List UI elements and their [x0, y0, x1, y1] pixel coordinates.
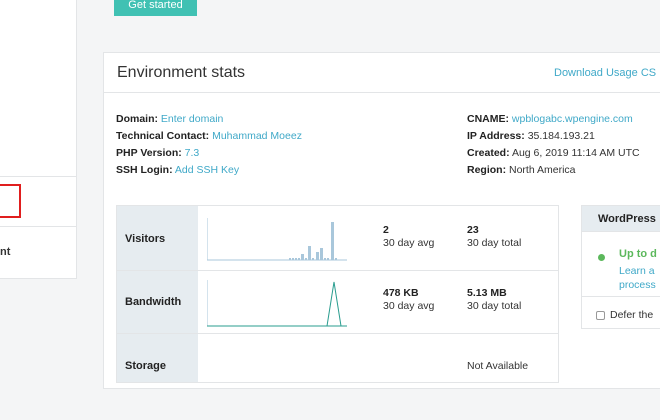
visitors-avg: 2 30 day avg	[383, 224, 434, 250]
technical-contact-label: Technical Contact:	[116, 130, 210, 142]
learn-line-1: Learn a	[619, 265, 655, 277]
storage-label: Storage	[125, 360, 166, 372]
technical-contact-row: Technical Contact: Muhammad Moeez	[116, 128, 302, 145]
region-label: Region:	[467, 164, 507, 176]
region-value: North America	[509, 164, 576, 176]
stats-table: Visitors 2 30 day avg 23 30 day total Ba…	[116, 205, 559, 383]
card-title: Environment stats	[117, 64, 246, 81]
wordpress-panel-header: WordPress	[582, 206, 660, 232]
highlighted-sidebar-item[interactable]	[0, 184, 21, 218]
php-version-row: PHP Version: 7.3	[116, 145, 302, 162]
wordpress-panel-title: WordPress	[598, 213, 656, 225]
bandwidth-avg-label: 30 day avg	[383, 300, 435, 312]
ip-address-row: IP Address: 35.184.193.21	[467, 128, 640, 145]
cname-row: CNAME: wpblogabc.wpengine.com	[467, 111, 640, 128]
card-header: Environment stats Download Usage CS	[104, 53, 660, 93]
ip-address-label: IP Address:	[467, 130, 525, 142]
region-row: Region: North America	[467, 162, 640, 179]
php-version-label: PHP Version:	[116, 147, 182, 159]
bandwidth-label: Bandwidth	[125, 296, 182, 308]
defer-checkbox[interactable]	[596, 311, 605, 320]
environment-info-left: Domain: Enter domain Technical Contact: …	[116, 111, 302, 179]
ip-address-value: 35.184.193.21	[527, 130, 595, 142]
visitors-sparkline	[207, 218, 347, 261]
status-dot-icon	[598, 254, 605, 261]
visitors-total-label: 30 day total	[467, 237, 522, 249]
domain-row: Domain: Enter domain	[116, 111, 302, 128]
wordpress-learn-link[interactable]: Learn a process	[619, 264, 656, 292]
bandwidth-sparkline	[207, 280, 347, 327]
add-ssh-key-link[interactable]: Add SSH Key	[174, 164, 240, 176]
wordpress-status: Up to d	[619, 248, 657, 260]
visitors-avg-value: 2	[383, 224, 389, 236]
sidebar-item-label[interactable]: nt	[0, 246, 11, 258]
technical-contact-link[interactable]: Muhammad Moeez	[212, 130, 302, 142]
get-started-button[interactable]: Get started	[114, 0, 197, 16]
environment-stats-card: Environment stats Download Usage CS Doma…	[103, 52, 660, 389]
domain-link[interactable]: Enter domain	[160, 113, 224, 125]
defer-label: Defer the	[610, 309, 654, 321]
domain-label: Domain:	[116, 113, 158, 125]
php-version-link[interactable]: 7.3	[184, 147, 200, 159]
created-value: Aug 6, 2019 11:14 AM UTC	[511, 147, 640, 159]
created-label: Created:	[467, 147, 510, 159]
sidebar: nt	[0, 0, 77, 279]
learn-line-2: process	[619, 279, 656, 291]
ssh-login-label: SSH Login:	[116, 164, 173, 176]
visitors-avg-label: 30 day avg	[383, 237, 435, 249]
created-row: Created: Aug 6, 2019 11:14 AM UTC	[467, 145, 640, 162]
row-divider	[117, 270, 558, 271]
bandwidth-avg: 478 KB 30 day avg	[383, 287, 434, 313]
wordpress-panel-divider	[582, 296, 660, 297]
bandwidth-total-label: 30 day total	[467, 300, 522, 312]
environment-info-right: CNAME: wpblogabc.wpengine.com IP Address…	[467, 111, 640, 179]
sidebar-divider	[0, 176, 77, 177]
cname-link[interactable]: wpblogabc.wpengine.com	[511, 113, 633, 125]
stats-label-column	[117, 206, 198, 382]
visitors-total-value: 23	[467, 224, 479, 236]
cname-label: CNAME:	[467, 113, 509, 125]
wordpress-panel: WordPress Up to d Learn a process Defer …	[581, 205, 660, 329]
storage-value: Not Available	[467, 360, 529, 372]
visitors-label: Visitors	[125, 233, 166, 245]
row-divider	[117, 333, 558, 334]
bandwidth-total: 5.13 MB 30 day total	[467, 287, 521, 313]
visitors-total: 23 30 day total	[467, 224, 521, 250]
ssh-login-row: SSH Login: Add SSH Key	[116, 162, 302, 179]
sidebar-divider	[0, 226, 77, 227]
bandwidth-total-value: 5.13 MB	[467, 287, 507, 299]
bandwidth-avg-value: 478 KB	[383, 287, 419, 299]
download-usage-link[interactable]: Download Usage CS	[554, 67, 657, 79]
